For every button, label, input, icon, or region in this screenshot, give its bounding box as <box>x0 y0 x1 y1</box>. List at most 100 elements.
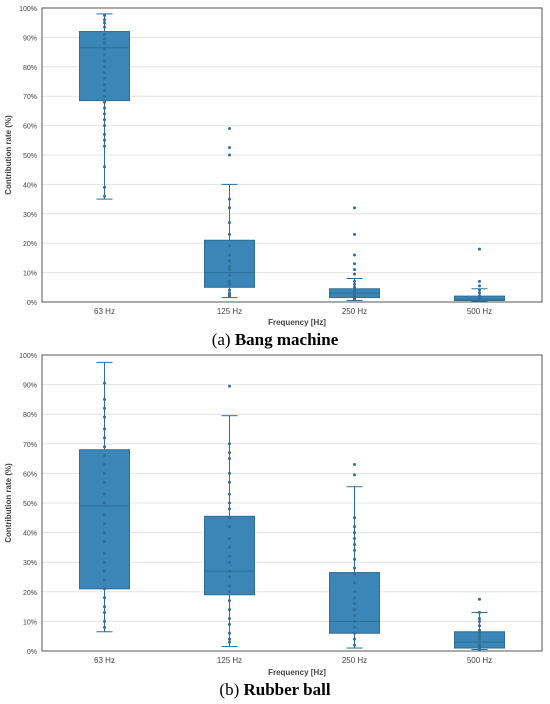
y-tick-label: 100% <box>19 6 37 13</box>
data-point <box>103 445 106 449</box>
data-point <box>103 82 106 86</box>
data-point <box>103 53 106 57</box>
caption-b-tag: (b) <box>219 680 240 699</box>
x-tick-label: 125 Hz <box>217 656 242 665</box>
box-group-250-hz: 250 Hz <box>329 206 380 316</box>
x-tick-label: 63 Hz <box>94 656 115 665</box>
box-group-125-hz: 125 Hz <box>204 127 255 316</box>
data-point <box>228 525 231 529</box>
data-point <box>103 569 106 573</box>
data-point <box>103 619 106 623</box>
data-point <box>103 480 106 484</box>
data-point <box>478 611 481 615</box>
data-point <box>103 41 106 45</box>
data-point <box>353 463 356 467</box>
y-tick-label: 20% <box>23 241 37 248</box>
data-point <box>103 37 106 41</box>
data-point <box>228 492 231 496</box>
data-point <box>228 501 231 505</box>
data-point <box>353 282 356 286</box>
data-point <box>228 640 231 644</box>
data-point <box>103 471 106 475</box>
data-point <box>353 285 356 289</box>
x-axis-label: Frequency [Hz] <box>268 318 326 327</box>
y-tick-label: 70% <box>23 442 37 449</box>
data-point <box>103 560 106 564</box>
data-point <box>228 259 231 263</box>
y-tick-label: 0% <box>27 649 37 656</box>
data-point <box>103 406 106 410</box>
data-point <box>228 127 231 131</box>
data-point <box>353 542 356 546</box>
data-point <box>103 118 106 122</box>
data-point <box>353 531 356 535</box>
data-point <box>228 282 231 286</box>
y-tick-label: 50% <box>23 501 37 508</box>
data-point <box>103 551 106 555</box>
data-point <box>228 268 231 272</box>
data-point <box>103 132 106 136</box>
data-point <box>103 522 106 526</box>
plot-frame <box>41 354 543 652</box>
data-point <box>103 625 106 629</box>
data-point <box>103 415 106 419</box>
y-tick-label: 50% <box>23 153 37 160</box>
data-point <box>353 596 356 600</box>
data-point <box>103 463 106 467</box>
data-point <box>103 596 106 600</box>
iqr-box <box>79 449 130 590</box>
data-point <box>478 624 481 628</box>
data-point <box>103 436 106 440</box>
box-group-63-hz: 63 Hz <box>79 361 130 665</box>
data-point <box>228 294 231 298</box>
data-point <box>228 244 231 248</box>
data-point <box>228 480 231 484</box>
data-point <box>103 531 106 535</box>
y-tick-label: 10% <box>23 271 37 278</box>
data-point <box>353 619 356 623</box>
data-point <box>228 516 231 520</box>
iqr-box <box>204 239 255 288</box>
box-group-250-hz: 250 Hz <box>329 463 380 665</box>
data-point <box>478 616 481 620</box>
data-point <box>353 548 356 552</box>
data-point <box>228 221 231 225</box>
data-point <box>103 100 106 104</box>
y-axis-label: Contribution rate (%) <box>4 115 13 195</box>
data-point <box>228 442 231 446</box>
data-point <box>103 94 106 98</box>
y-tick-label: 20% <box>23 590 37 597</box>
x-tick-label: 500 Hz <box>467 656 492 665</box>
caption-a: (a) Bang machine <box>0 330 550 350</box>
y-tick-label: 40% <box>23 531 37 538</box>
data-point <box>353 602 356 606</box>
data-point <box>353 206 356 210</box>
data-point <box>353 525 356 529</box>
data-point <box>103 539 106 543</box>
x-tick-label: 250 Hz <box>342 656 367 665</box>
x-axis-label: Frequency [Hz] <box>268 668 326 677</box>
data-point <box>353 566 356 570</box>
data-point <box>353 516 356 520</box>
data-point <box>228 279 231 283</box>
y-tick-label: 10% <box>23 619 37 626</box>
data-point <box>103 88 106 92</box>
data-point <box>353 262 356 266</box>
data-point <box>103 138 106 142</box>
y-tick-label: 60% <box>23 124 37 131</box>
data-point <box>228 288 231 292</box>
data-point <box>353 643 356 647</box>
data-point <box>228 253 231 257</box>
data-point <box>103 25 106 29</box>
data-point <box>353 613 356 617</box>
chart-panel-b: 0% 10% 20% 30% 40% 50% 60% 70% 80% 90% 100% Contrib… <box>4 353 543 677</box>
data-point <box>478 279 481 283</box>
data-point <box>103 513 106 517</box>
data-point <box>228 584 231 588</box>
data-point <box>228 575 231 579</box>
data-point <box>478 640 481 644</box>
y-tick-label: 30% <box>23 560 37 567</box>
y-tick-label: 80% <box>23 412 37 419</box>
